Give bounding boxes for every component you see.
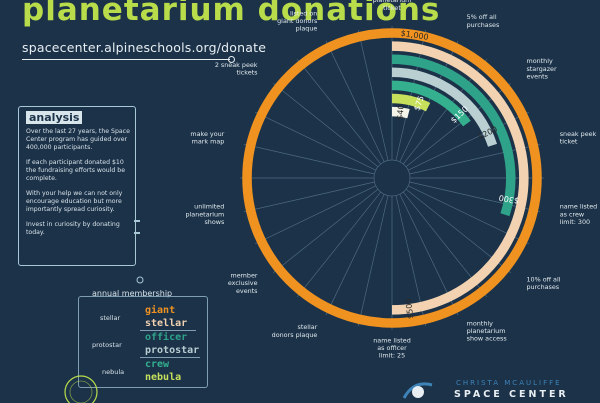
analysis-paragraph: Invest in curiosity by donating today.: [26, 221, 120, 236]
url-dot: [228, 56, 235, 63]
page-title: planetarium donations: [22, 0, 441, 28]
chart-spoke: [243, 143, 375, 175]
legend-divider: [140, 357, 200, 358]
benefit-label: 10% off all purchases: [526, 275, 560, 291]
chart-spoke: [357, 195, 389, 327]
benefit-label: monthly planetarium show access: [467, 319, 508, 342]
chart-spoke: [272, 188, 379, 274]
benefit-label: sneak peek ticket: [560, 130, 597, 146]
chart-spoke: [325, 40, 385, 162]
ring-protostar: [391, 67, 498, 147]
connector-dot: [136, 276, 144, 284]
logo-planet-icon: [412, 386, 424, 398]
benefit-label: monthly stargazer events: [526, 57, 557, 80]
chart-spoke: [243, 181, 375, 213]
benefit-label: 5% off all purchases: [467, 13, 500, 29]
legend-item-crew: crew: [145, 359, 170, 370]
legend-item-officer: officer: [145, 332, 188, 343]
ring-officer: [391, 54, 516, 217]
analysis-paragraph: If each participant donated $10 the fund…: [26, 159, 126, 182]
ring-entry: [391, 106, 410, 119]
benefit-label: make your mark map: [190, 130, 224, 146]
donate-url[interactable]: spacecenter.alpineschools.org/donate: [22, 40, 267, 55]
legend-group-label: nebula: [102, 368, 125, 376]
ring-value-label: $300: [498, 193, 520, 206]
chart-benefit-labels: planetarium ticket 5% off all purchases mont…: [185, 0, 597, 360]
chart-hub: [373, 159, 411, 197]
chart-spoke: [254, 111, 376, 171]
chart-spoke: [325, 194, 385, 316]
legend-divider: [140, 330, 196, 331]
deco-circle: [64, 375, 98, 403]
benefit-label: listed on giant donors plaque: [277, 9, 318, 32]
ring-value-label: $1,000: [400, 29, 429, 42]
legend-item-protostar: protostar: [145, 345, 200, 356]
benefit-label: planetarium ticket: [373, 0, 412, 12]
legend-panel: [78, 296, 208, 388]
benefit-label: name listed as crew limit: 300: [560, 203, 598, 226]
legend-title: annual membership: [92, 289, 173, 298]
chart-spoke: [296, 58, 382, 165]
chart-rings: $1,000$500$300$200$150$75$40: [242, 28, 542, 328]
legend-group-label: stellar: [100, 314, 121, 322]
ring-nebula: [391, 93, 431, 112]
analysis-text: Over the last 27 years, the Space Center…: [26, 128, 130, 244]
ring-giant: [242, 28, 542, 328]
analysis-panel: [18, 106, 136, 266]
panel-tick: [134, 232, 140, 234]
logo-line2: SPACE CENTER: [454, 389, 569, 400]
logo-line1: CHRISTA MCAULIFFE: [456, 379, 562, 387]
chart-spoke: [296, 191, 382, 298]
analysis-paragraph: Over the last 27 years, the Space Center…: [26, 128, 130, 151]
legend-group-label: protostar: [92, 341, 122, 349]
ring-value-label: $500: [404, 298, 416, 319]
chart-spoke: [357, 29, 389, 161]
logo-swoosh-icon: [402, 382, 433, 399]
benefit-label: member exclusive events: [228, 272, 258, 295]
panel-tick: [134, 220, 140, 222]
benefit-label: 2 sneak peek tickets: [215, 61, 258, 77]
ring-stellar: [391, 41, 529, 315]
benefit-label: unlimited planetarium shows: [185, 203, 225, 226]
benefit-label: name listed as officer limit: 25: [373, 336, 411, 359]
deco-circle: [69, 380, 93, 403]
chart-spoke: [272, 82, 379, 168]
legend-item-giant: giant: [145, 305, 176, 316]
benefit-label: stellar donors plaque: [272, 323, 318, 339]
legend-item-nebula: nebula: [145, 372, 182, 383]
chart-spoke: [254, 185, 376, 245]
analysis-paragraph: With your help we can not only encourage…: [26, 190, 123, 213]
analysis-heading: analysis: [26, 111, 83, 124]
url-underline: [22, 59, 230, 60]
ring-value-label: $40: [395, 104, 406, 120]
legend-item-stellar: stellar: [145, 318, 188, 329]
ring-crew: [391, 80, 471, 127]
